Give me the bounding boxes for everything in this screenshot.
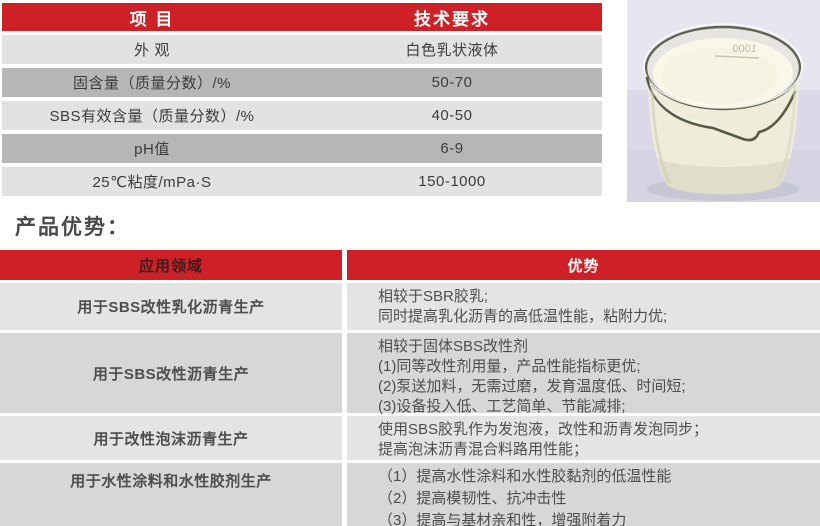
advantages-heading: 产品优势： bbox=[15, 216, 130, 239]
spec-row-viscosity: 25℃粘度/mPa·S 150-1000 bbox=[2, 167, 602, 196]
spec-item-label: 固含量（质量分数）/% bbox=[72, 75, 231, 92]
column-divider bbox=[342, 416, 347, 460]
spec-row-appearance: 外 观 白色乳状液体 bbox=[2, 35, 602, 64]
column-divider bbox=[342, 463, 347, 526]
advantage-detail: 相较于固体SBS改性剂 (1)同等改性剂用量，产品性能指标更优; (2)泵送加料… bbox=[347, 333, 820, 415]
spec-table: 项 目 技术要求 外 观 白色乳状液体 固含量（质量分数）/% 50-70 SB… bbox=[2, 3, 602, 196]
application-field-label: 用于水性涂料和水性胶剂生产 bbox=[0, 463, 342, 526]
spec-item-label: pH值 bbox=[134, 141, 170, 158]
advantage-line: (1)同等改性剂用量，产品性能指标更优; bbox=[378, 358, 641, 375]
spec-item-value: 6-9 bbox=[440, 140, 464, 157]
spec-header-requirement: 技术要求 bbox=[414, 9, 490, 29]
advantage-line: （1）提高水性涂料和水性胶黏剂的低温性能 bbox=[378, 468, 672, 485]
spec-header-item: 项 目 bbox=[129, 9, 175, 29]
advantages-row-emulsified-asphalt: 用于SBS改性乳化沥青生产 相较于SBR胶乳; 同时提高乳化沥青的高低温性能，粘… bbox=[0, 283, 820, 330]
beaker-image: 1000 bbox=[627, 0, 820, 202]
advantages-row-foamed-asphalt: 用于改性泡沫沥青生产 使用SBS胶乳作为发泡液，改性和沥青发泡同步； 提高泡沫沥… bbox=[0, 416, 820, 460]
column-divider bbox=[342, 333, 347, 413]
spec-item-label: SBS有效含量（质量分数）/% bbox=[49, 108, 255, 125]
spec-item-label: 外 观 bbox=[134, 42, 170, 59]
spec-item-label: 25℃粘度/mPa·S bbox=[92, 174, 212, 191]
product-photo: 1000 bbox=[627, 0, 820, 202]
advantage-line: 相较于SBR胶乳; bbox=[378, 288, 489, 305]
advantage-line: （2）提高模韧性、抗冲击性 bbox=[378, 490, 567, 507]
column-divider bbox=[342, 250, 347, 280]
advantage-line: (2)泵送加料，无需过磨，发育温度低、时间短; bbox=[378, 378, 686, 395]
advantage-detail: 使用SBS胶乳作为发泡液，改性和沥青发泡同步； 提高泡沫沥青混合料路用性能； bbox=[347, 416, 820, 460]
spec-table-header-row: 项 目 技术要求 bbox=[2, 3, 602, 31]
spec-row-sbs-content: SBS有效含量（质量分数）/% 40-50 bbox=[2, 101, 602, 130]
spec-item-value: 150-1000 bbox=[418, 173, 486, 190]
application-field-label: 用于SBS改性沥青生产 bbox=[0, 333, 342, 413]
advantages-row-modified-asphalt: 用于SBS改性沥青生产 相较于固体SBS改性剂 (1)同等改性剂用量，产品性能指… bbox=[0, 333, 820, 415]
beaker-scale-mark: 1000 bbox=[733, 43, 757, 55]
advantage-line: 同时提高乳化沥青的高低温性能，粘附力优; bbox=[378, 308, 668, 325]
advantages-table: 应用领域 优势 用于SBS改性乳化沥青生产 相较于SBR胶乳; 同时提高乳化沥青… bbox=[0, 250, 820, 526]
advantage-detail: （1）提高水性涂料和水性胶黏剂的低温性能 （2）提高模韧性、抗冲击性 （3）提高… bbox=[347, 463, 820, 526]
advantages-header-row: 应用领域 优势 bbox=[0, 250, 820, 280]
advantages-row-waterborne-coatings: 用于水性涂料和水性胶剂生产 （1）提高水性涂料和水性胶黏剂的低温性能 （2）提高… bbox=[0, 463, 820, 526]
application-field-label: 用于改性泡沫沥青生产 bbox=[0, 416, 342, 460]
advantage-line: （3）提高与基材亲和性，增强附着力 bbox=[378, 512, 627, 526]
spec-row-solid-content: 固含量（质量分数）/% 50-70 bbox=[2, 68, 602, 97]
spec-item-value: 白色乳状液体 bbox=[405, 42, 499, 59]
spec-item-value: 40-50 bbox=[431, 107, 473, 124]
spec-row-ph: pH值 6-9 bbox=[2, 134, 602, 163]
advantages-header-application: 应用领域 bbox=[0, 250, 342, 280]
advantage-line: 使用SBS胶乳作为发泡液，改性和沥青发泡同步； bbox=[378, 421, 709, 438]
advantage-detail: 相较于SBR胶乳; 同时提高乳化沥青的高低温性能，粘附力优; bbox=[347, 283, 820, 330]
advantages-header-advantage: 优势 bbox=[347, 250, 820, 280]
spec-item-value: 50-70 bbox=[431, 74, 473, 91]
application-field-label: 用于SBS改性乳化沥青生产 bbox=[0, 283, 342, 330]
column-divider bbox=[342, 283, 347, 330]
advantage-line: 相较于固体SBS改性剂 bbox=[378, 338, 529, 355]
advantage-line: 提高泡沫沥青混合料路用性能； bbox=[378, 441, 589, 458]
advantage-line: (3)设备投入低、工艺简单、节能减排; bbox=[378, 398, 626, 415]
